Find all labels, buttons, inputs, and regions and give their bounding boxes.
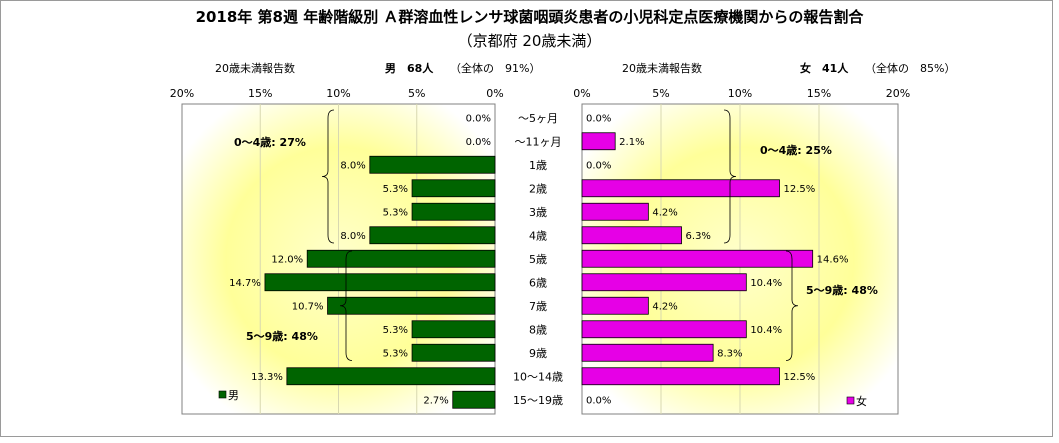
bar-male	[411, 179, 496, 198]
data-label-male: 0.0%	[466, 137, 491, 148]
data-label-female: 0.0%	[586, 160, 611, 171]
category-label: ～5ヶ月	[518, 112, 558, 125]
data-label-female: 14.6%	[817, 254, 849, 265]
data-label-male: 14.7%	[229, 278, 261, 289]
x-tick-label-right: 15%	[807, 87, 831, 100]
bar-female	[581, 132, 616, 151]
bar-female	[581, 202, 649, 221]
bar-female	[581, 273, 747, 292]
bar-male	[306, 249, 496, 268]
chart-title: 2018年 第8週 年齢階級別 Ａ群溶血性レンサ球菌咽頭炎患者の小児科定点医療機…	[195, 8, 864, 26]
annotation-right-5-9: 5～9歳: 48%	[806, 283, 878, 297]
bar-male	[369, 226, 496, 245]
x-tick-label-left: 20%	[170, 87, 194, 100]
bar-male	[452, 390, 496, 409]
category-label: 5歳	[529, 253, 547, 266]
category-label: 9歳	[529, 347, 547, 360]
x-tick-label-left: 10%	[326, 87, 350, 100]
x-tick-label-right: 5%	[652, 87, 669, 100]
bar-male	[411, 343, 496, 362]
x-tick-label-right: 10%	[728, 87, 752, 100]
bar-male	[286, 367, 496, 386]
category-label: 1歳	[529, 159, 547, 172]
bar-male	[411, 202, 496, 221]
data-label-female: 10.4%	[750, 325, 782, 336]
right-header-summary: 女 41人	[800, 62, 849, 75]
data-label-female: 12.5%	[784, 184, 816, 195]
data-label-male: 10.7%	[292, 301, 324, 312]
category-label: 15～19歳	[513, 394, 563, 407]
brace-right-5-9	[785, 250, 799, 361]
bar-female	[581, 343, 714, 362]
brace-left-5-9	[339, 250, 353, 361]
legend-swatch-male	[218, 390, 227, 399]
left-header-share: （全体の 91%）	[450, 62, 541, 75]
data-label-male: 0.0%	[466, 113, 491, 124]
bar-female	[581, 320, 747, 339]
bar-male	[369, 155, 496, 174]
data-label-female: 0.0%	[586, 395, 611, 406]
data-label-female: 0.0%	[586, 113, 611, 124]
data-label-female: 8.3%	[717, 348, 742, 359]
category-label: 10～14歳	[513, 370, 563, 383]
bar-male	[264, 273, 496, 292]
right-header-caption: 20歳未満報告数	[622, 62, 702, 75]
data-label-female: 2.1%	[619, 137, 644, 148]
legend-swatch-female	[846, 396, 855, 405]
data-label-male: 5.3%	[383, 207, 408, 218]
category-label: 3歳	[529, 206, 547, 219]
category-label: 8歳	[529, 323, 547, 336]
bar-female	[581, 179, 780, 198]
left-header-caption: 20歳未満報告数	[215, 62, 295, 75]
bar-female	[581, 249, 814, 268]
bar-male	[327, 296, 496, 315]
legend-label-male: 男	[228, 389, 239, 402]
data-label-male: 2.7%	[423, 395, 448, 406]
data-label-male: 8.0%	[340, 160, 365, 171]
data-label-female: 4.2%	[652, 207, 677, 218]
x-tick-label-left: 5%	[408, 87, 425, 100]
x-tick-label-left: 15%	[248, 87, 272, 100]
annotation-right-0-4: 0～4歳: 25%	[760, 143, 832, 157]
data-label-male: 5.3%	[383, 325, 408, 336]
category-label: 4歳	[529, 229, 547, 242]
left-header-summary: 男 68人	[385, 62, 434, 75]
data-label-male: 5.3%	[383, 348, 408, 359]
legend-label-female: 女	[856, 394, 867, 408]
chart-subtitle: （京都府 20歳未満）	[457, 32, 602, 50]
data-label-male: 8.0%	[340, 231, 365, 242]
category-label: 7歳	[529, 300, 547, 313]
data-label-female: 6.3%	[686, 231, 711, 242]
bar-female	[581, 226, 682, 245]
data-label-female: 10.4%	[750, 278, 782, 289]
bar-female	[581, 367, 780, 386]
category-label: ～11ヶ月	[515, 135, 562, 148]
data-label-male: 13.3%	[251, 372, 283, 383]
right-header-share: （全体の 85%）	[865, 62, 956, 75]
data-label-female: 4.2%	[652, 301, 677, 312]
data-label-female: 12.5%	[784, 372, 816, 383]
category-label: 2歳	[529, 182, 547, 195]
brace-right-0-4	[723, 109, 737, 244]
x-tick-label-right: 20%	[886, 87, 910, 100]
bar-male	[411, 320, 496, 339]
annotation-left-0-4: 0～4歳: 27%	[234, 135, 306, 149]
x-tick-label-left: 0%	[486, 87, 503, 100]
data-label-male: 12.0%	[271, 254, 303, 265]
x-tick-label-right: 0%	[573, 87, 590, 100]
annotation-left-5-9: 5～9歳: 48%	[246, 329, 318, 343]
brace-left-0-4	[321, 109, 335, 244]
category-label: 6歳	[529, 276, 547, 289]
data-label-male: 5.3%	[383, 184, 408, 195]
bar-female	[581, 296, 649, 315]
